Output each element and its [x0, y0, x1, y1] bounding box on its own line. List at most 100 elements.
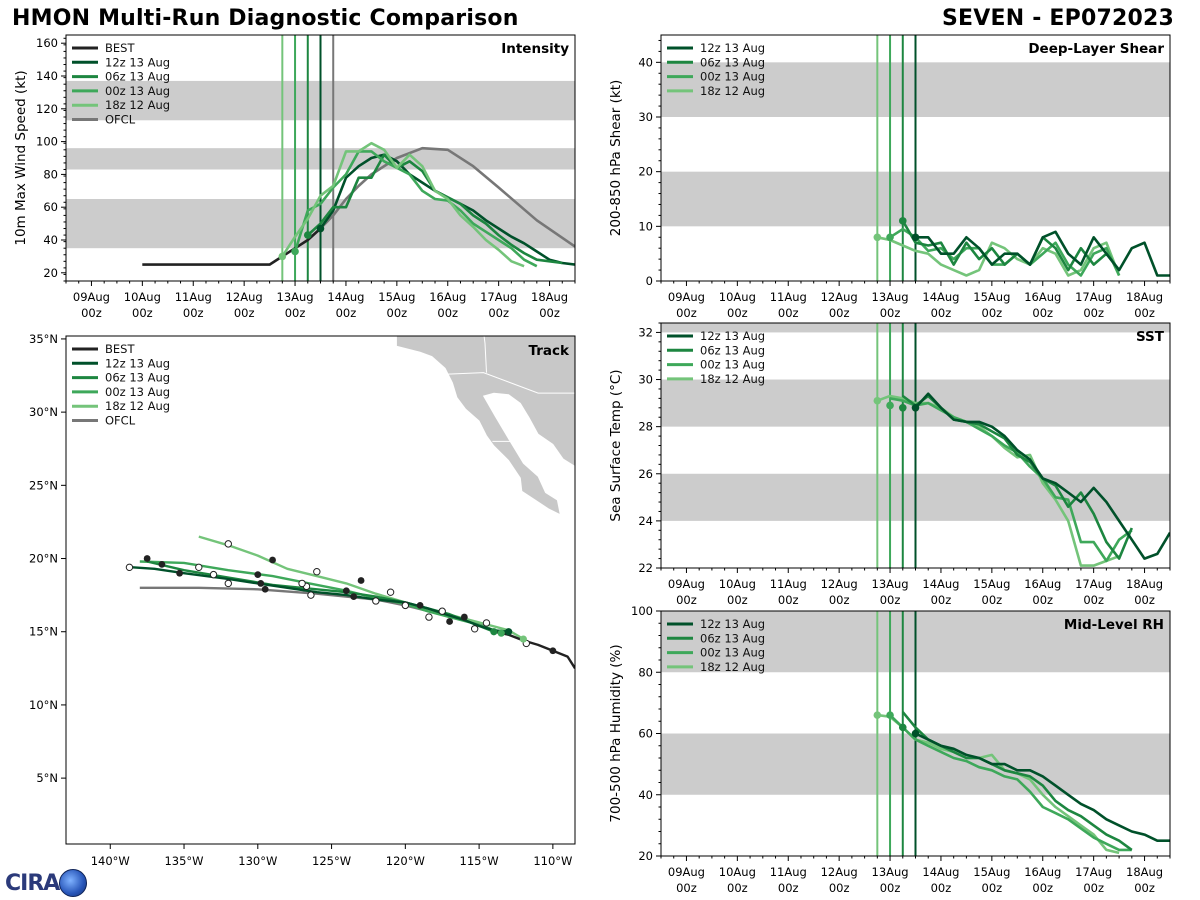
- track-06z-13-aug: [146, 560, 495, 633]
- track-point-open: [307, 591, 315, 599]
- y-tick-label: 60: [43, 200, 58, 214]
- y-tick-label: 32: [638, 325, 653, 339]
- track-init-point-18z-12-aug: [519, 635, 527, 643]
- legend-label-18z-12-aug: 18z 12 Aug: [105, 98, 170, 112]
- init-point-00z-13-aug: [886, 401, 894, 410]
- lat-tick-label: 5°N: [36, 771, 58, 785]
- init-point-18z-12-aug: [873, 711, 882, 719]
- panel-title-rh: Mid-Level RH: [1064, 617, 1164, 633]
- lat-tick-label: 15°N: [29, 625, 58, 639]
- x-tick-label-hour: 00z: [1134, 306, 1155, 320]
- track-point-open: [125, 563, 134, 572]
- x-tick-label-date: 16Aug: [1024, 290, 1061, 304]
- x-tick-label-date: 09Aug: [668, 577, 705, 591]
- plot-area-shear: [661, 35, 1170, 281]
- y-tick-label: 20: [43, 266, 58, 280]
- track-init-point-06z-13-aug: [490, 628, 498, 636]
- legend-label-best: BEST: [105, 342, 135, 356]
- legend-label-ofcl: OFCL: [105, 113, 136, 127]
- lon-tick-label: 120°W: [386, 854, 425, 868]
- x-tick-label-hour: 00z: [1032, 881, 1053, 895]
- y-tick-label: 160: [36, 36, 58, 50]
- init-point-06z-13-aug: [303, 231, 312, 239]
- plot-area-rh: [661, 611, 1170, 856]
- plot-area-track: [125, 336, 575, 669]
- y-tick-label: 40: [43, 233, 58, 247]
- legend-label-12z-13-aug: 12z 13 Aug: [105, 55, 170, 69]
- x-tick-label-date: 12Aug: [226, 290, 263, 304]
- track-point-open: [482, 619, 491, 627]
- x-tick-label-hour: 00z: [931, 306, 952, 320]
- x-tick-label-date: 16Aug: [1024, 865, 1061, 879]
- track-point-open: [372, 597, 380, 605]
- track-point-filled: [350, 593, 358, 600]
- x-tick-label-date: 13Aug: [277, 290, 314, 304]
- legend-label-18z-12-aug: 18z 12 Aug: [700, 660, 765, 674]
- x-tick-label-date: 17Aug: [1075, 865, 1112, 879]
- track-point-filled: [460, 613, 468, 621]
- track-init-point-12z-13-aug: [505, 628, 513, 636]
- x-tick-label-date: 11Aug: [770, 577, 807, 591]
- x-tick-label-hour: 00z: [982, 593, 1003, 607]
- y-tick-label: 20: [638, 165, 653, 179]
- x-tick-label-date: 12Aug: [821, 290, 858, 304]
- x-tick-label-date: 13Aug: [872, 290, 909, 304]
- plot-area-sst: [661, 323, 1170, 568]
- y-tick-label: 60: [638, 727, 653, 741]
- x-tick-label-date: 18Aug: [1126, 577, 1163, 591]
- track-point-open: [209, 570, 218, 579]
- x-tick-label-hour: 00z: [829, 306, 850, 320]
- init-point-12z-13-aug: [911, 233, 920, 242]
- x-tick-label-date: 14Aug: [327, 290, 364, 304]
- track-point-filled: [143, 555, 151, 562]
- y-tick-label: 40: [638, 788, 653, 802]
- track-point-open: [298, 579, 306, 588]
- series-06z-13-aug: [901, 220, 1121, 272]
- track-point-filled: [261, 585, 269, 593]
- series-12z-13-aug: [914, 732, 1170, 843]
- land-mass: [396, 336, 575, 516]
- x-tick-label-date: 14Aug: [922, 865, 959, 879]
- x-tick-label-date: 10Aug: [719, 865, 756, 879]
- track-point-open: [224, 579, 232, 588]
- x-tick-label-date: 15Aug: [973, 865, 1010, 879]
- x-tick-label-date: 11Aug: [770, 865, 807, 879]
- x-tick-label-hour: 00z: [183, 306, 204, 320]
- plot-area-intensity: [66, 35, 575, 281]
- legend-label-ofcl: OFCL: [105, 414, 136, 428]
- series-18z-12-aug: [281, 141, 525, 268]
- init-point-12z-13-aug: [911, 729, 920, 738]
- legend-label-18z-12-aug: 18z 12 Aug: [105, 399, 170, 413]
- x-tick-label-hour: 00z: [1032, 593, 1053, 607]
- y-axis-label-sst: Sea Surface Temp (°C): [608, 369, 624, 521]
- x-tick-label-hour: 00z: [676, 306, 697, 320]
- x-tick-label-hour: 00z: [387, 306, 408, 320]
- lon-tick-label: 135°W: [164, 854, 203, 868]
- x-tick-label-hour: 00z: [778, 306, 799, 320]
- legend-label-00z-13-aug: 00z 13 Aug: [105, 84, 170, 98]
- x-tick-label-date: 15Aug: [973, 290, 1010, 304]
- x-tick-label-date: 10Aug: [719, 290, 756, 304]
- y-tick-label: 100: [36, 135, 58, 149]
- x-tick-label-hour: 00z: [676, 881, 697, 895]
- page-title: HMON Multi-Run Diagnostic Comparison: [12, 6, 519, 31]
- init-point-06z-13-aug: [898, 404, 907, 412]
- x-tick-label-date: 12Aug: [821, 865, 858, 879]
- x-tick-label-date: 17Aug: [480, 290, 517, 304]
- legend-label-12z-13-aug: 12z 13 Aug: [700, 329, 765, 343]
- init-point-00z-13-aug: [291, 247, 299, 256]
- state-line: [483, 336, 487, 373]
- y-tick-label: 20: [638, 849, 653, 863]
- y-tick-label: 80: [638, 665, 653, 679]
- series-ofcl: [319, 146, 575, 248]
- x-tick-label-date: 09Aug: [668, 290, 705, 304]
- legend-label-06z-13-aug: 06z 13 Aug: [700, 343, 765, 357]
- x-tick-label-date: 15Aug: [378, 290, 415, 304]
- track-point-open: [195, 563, 203, 572]
- legend-label-00z-13-aug: 00z 13 Aug: [700, 646, 765, 660]
- x-tick-label-hour: 00z: [727, 881, 748, 895]
- border-line: [448, 372, 575, 394]
- track-point-open: [386, 588, 395, 596]
- init-point-06z-13-aug: [898, 723, 907, 732]
- track-point-open: [401, 601, 410, 610]
